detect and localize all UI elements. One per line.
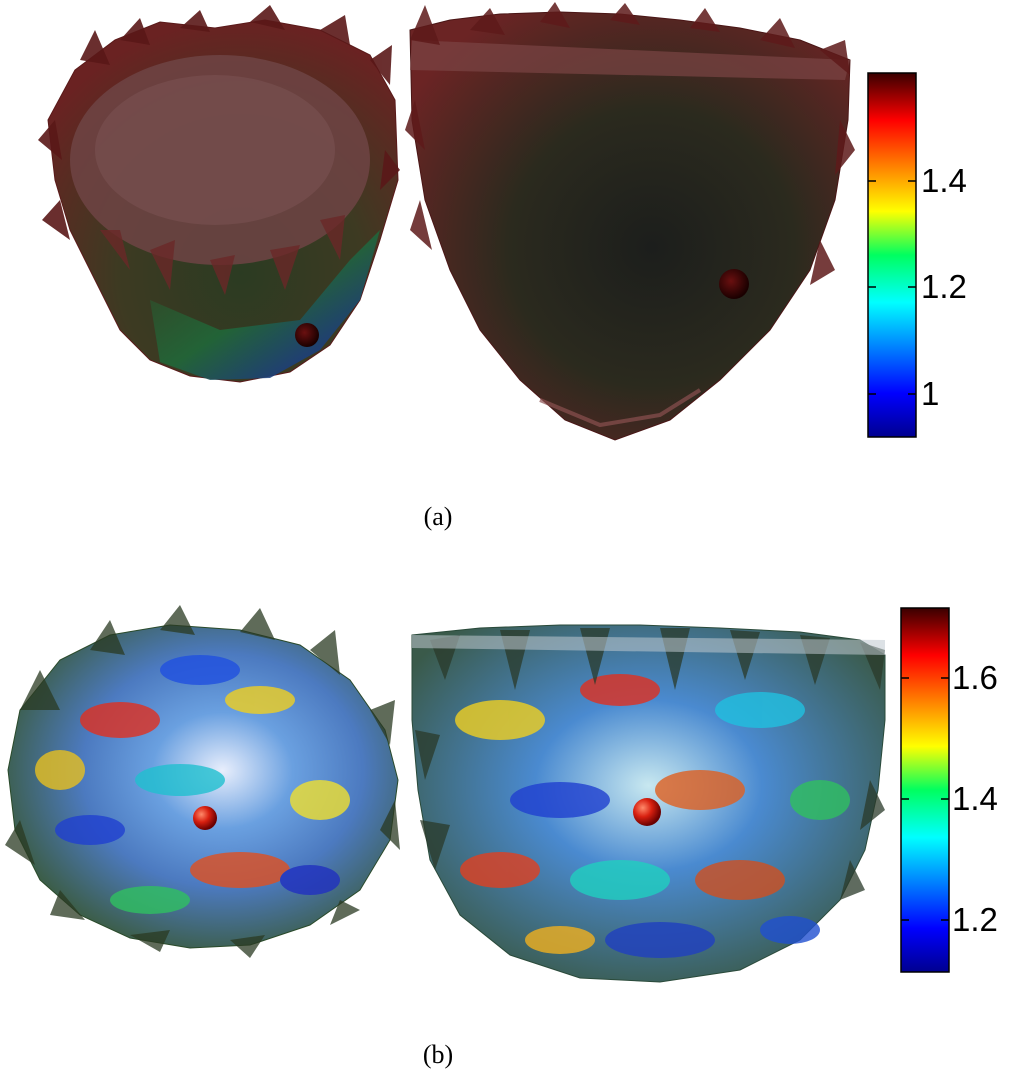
- colorbar-a-tick-1: 1: [921, 375, 939, 412]
- heart-top-view: [38, 5, 400, 383]
- marker-sphere: [193, 806, 217, 830]
- marker-sphere: [719, 269, 749, 299]
- panel-b: 1.2 1.4 1.6: [0, 580, 1012, 1080]
- panel-a-render: 1 1.2 1.4: [38, 2, 967, 441]
- colorbar-a-tick-3: 1.4: [921, 162, 967, 199]
- colorbar-b-tick-2: 1.4: [952, 780, 998, 817]
- heart-side-view: [405, 2, 855, 441]
- heart-top-view-b: [5, 605, 400, 958]
- panel-b-render: 1.2 1.4 1.6: [5, 605, 998, 983]
- marker-sphere: [295, 323, 319, 347]
- marker-sphere: [633, 798, 661, 826]
- caption-a: (a): [423, 502, 453, 531]
- heart-side-view-b: [411, 624, 886, 983]
- colorbar-b: 1.2 1.4 1.6: [900, 607, 998, 973]
- colorbar-a-tick-2: 1.2: [921, 268, 967, 305]
- caption-b: (b): [422, 1040, 454, 1069]
- colorbar-a: 1 1.2 1.4: [867, 72, 967, 438]
- panel-a: 1 1.2 1.4: [38, 2, 967, 441]
- colorbar-b-tick-1: 1.2: [952, 901, 998, 938]
- colorbar-b-tick-3: 1.6: [952, 659, 998, 696]
